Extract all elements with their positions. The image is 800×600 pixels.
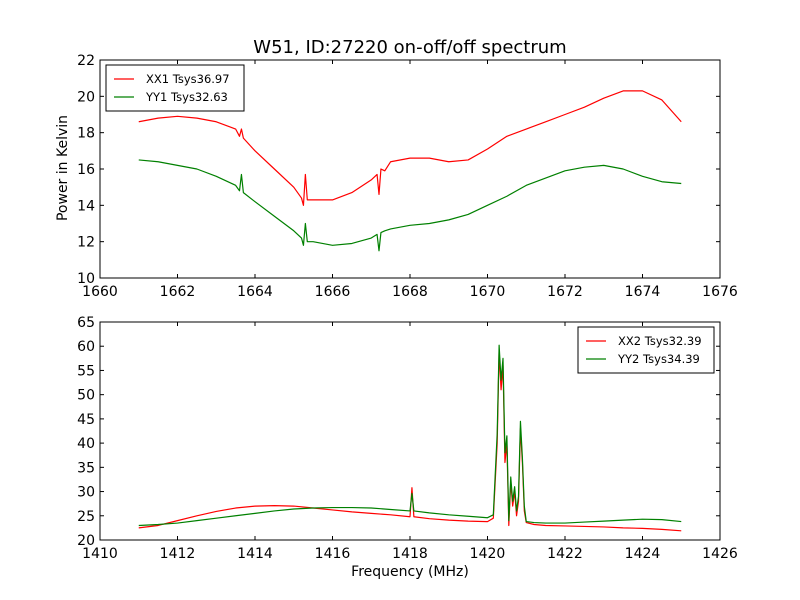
legend: XX1 Tsys36.97 YY1 Tsys32.63 (105, 64, 245, 112)
x-tick-label: 1424 (625, 546, 661, 562)
x-tick-label: 1418 (392, 546, 428, 562)
y-tick-label: 10 (77, 271, 95, 287)
y-tick-label: 45 (77, 412, 95, 428)
x-tick-label: 1426 (702, 546, 738, 562)
x-tick-label: 1676 (702, 284, 738, 300)
x-tick-label: 1414 (237, 546, 273, 562)
x-tick-label: 1410 (82, 546, 118, 562)
y-tick-label: 20 (77, 533, 95, 549)
x-tick-label: 1672 (547, 284, 583, 300)
series-line-2 (138, 344, 682, 527)
y-tick-label: 18 (77, 126, 95, 142)
x-tick-label: 1416 (315, 546, 351, 562)
legend-label: XX2 Tsys32.39 (618, 334, 702, 348)
series-line-1 (138, 350, 682, 532)
chart-panel-top: 1660 1662 1664 1666 1668 1670 1672 1674 1676 10 12… (77, 53, 738, 300)
y-tick-label: 22 (77, 53, 95, 69)
figure-title: W51, ID:27220 on-off/off spectrum (253, 37, 566, 58)
legend: XX2 Tsys32.39 YY2 Tsys34.39 (577, 326, 715, 374)
x-tick-label: 1666 (315, 284, 351, 300)
x-tick-label: 1674 (625, 284, 661, 300)
series-line-1 (138, 90, 682, 206)
y-tick-label: 20 (77, 89, 95, 105)
x-tick-label: 1420 (470, 546, 506, 562)
y-tick-label: 30 (77, 485, 95, 501)
y-tick-label: 25 (77, 509, 95, 525)
x-tick-label: 1422 (547, 546, 583, 562)
x-tick-label: 1660 (82, 284, 118, 300)
y-tick-label: 35 (77, 460, 95, 476)
y-tick-label: 40 (77, 436, 95, 452)
y-tick-label: 16 (77, 162, 95, 178)
y-tick-label: 60 (77, 339, 95, 355)
legend-box (105, 64, 245, 112)
y-tick-label: 55 (77, 363, 95, 379)
x-axis-label: Frequency (MHz) (351, 564, 469, 580)
x-tick-label: 1668 (392, 284, 428, 300)
chart-panel-bottom: 1410 1412 1414 1416 1418 1420 1422 1424 1426 20 25… (77, 315, 738, 562)
x-tick-label: 1664 (237, 284, 273, 300)
y-tick-label: 14 (77, 198, 95, 214)
legend-label: XX1 Tsys36.97 (146, 72, 230, 86)
y-tick-label: 50 (77, 388, 95, 404)
x-tick-label: 1670 (470, 284, 506, 300)
legend-box (577, 326, 715, 374)
legend-label: YY1 Tsys32.63 (145, 90, 228, 104)
x-tick-label: 1412 (160, 546, 196, 562)
series-line-2 (138, 159, 682, 252)
x-tick-label: 1662 (160, 284, 196, 300)
y-tick-label: 65 (77, 315, 95, 331)
y-tick-label: 12 (77, 235, 95, 251)
legend-label: YY2 Tsys34.39 (617, 352, 700, 366)
y-axis-label: Power in Kelvin (55, 115, 71, 221)
